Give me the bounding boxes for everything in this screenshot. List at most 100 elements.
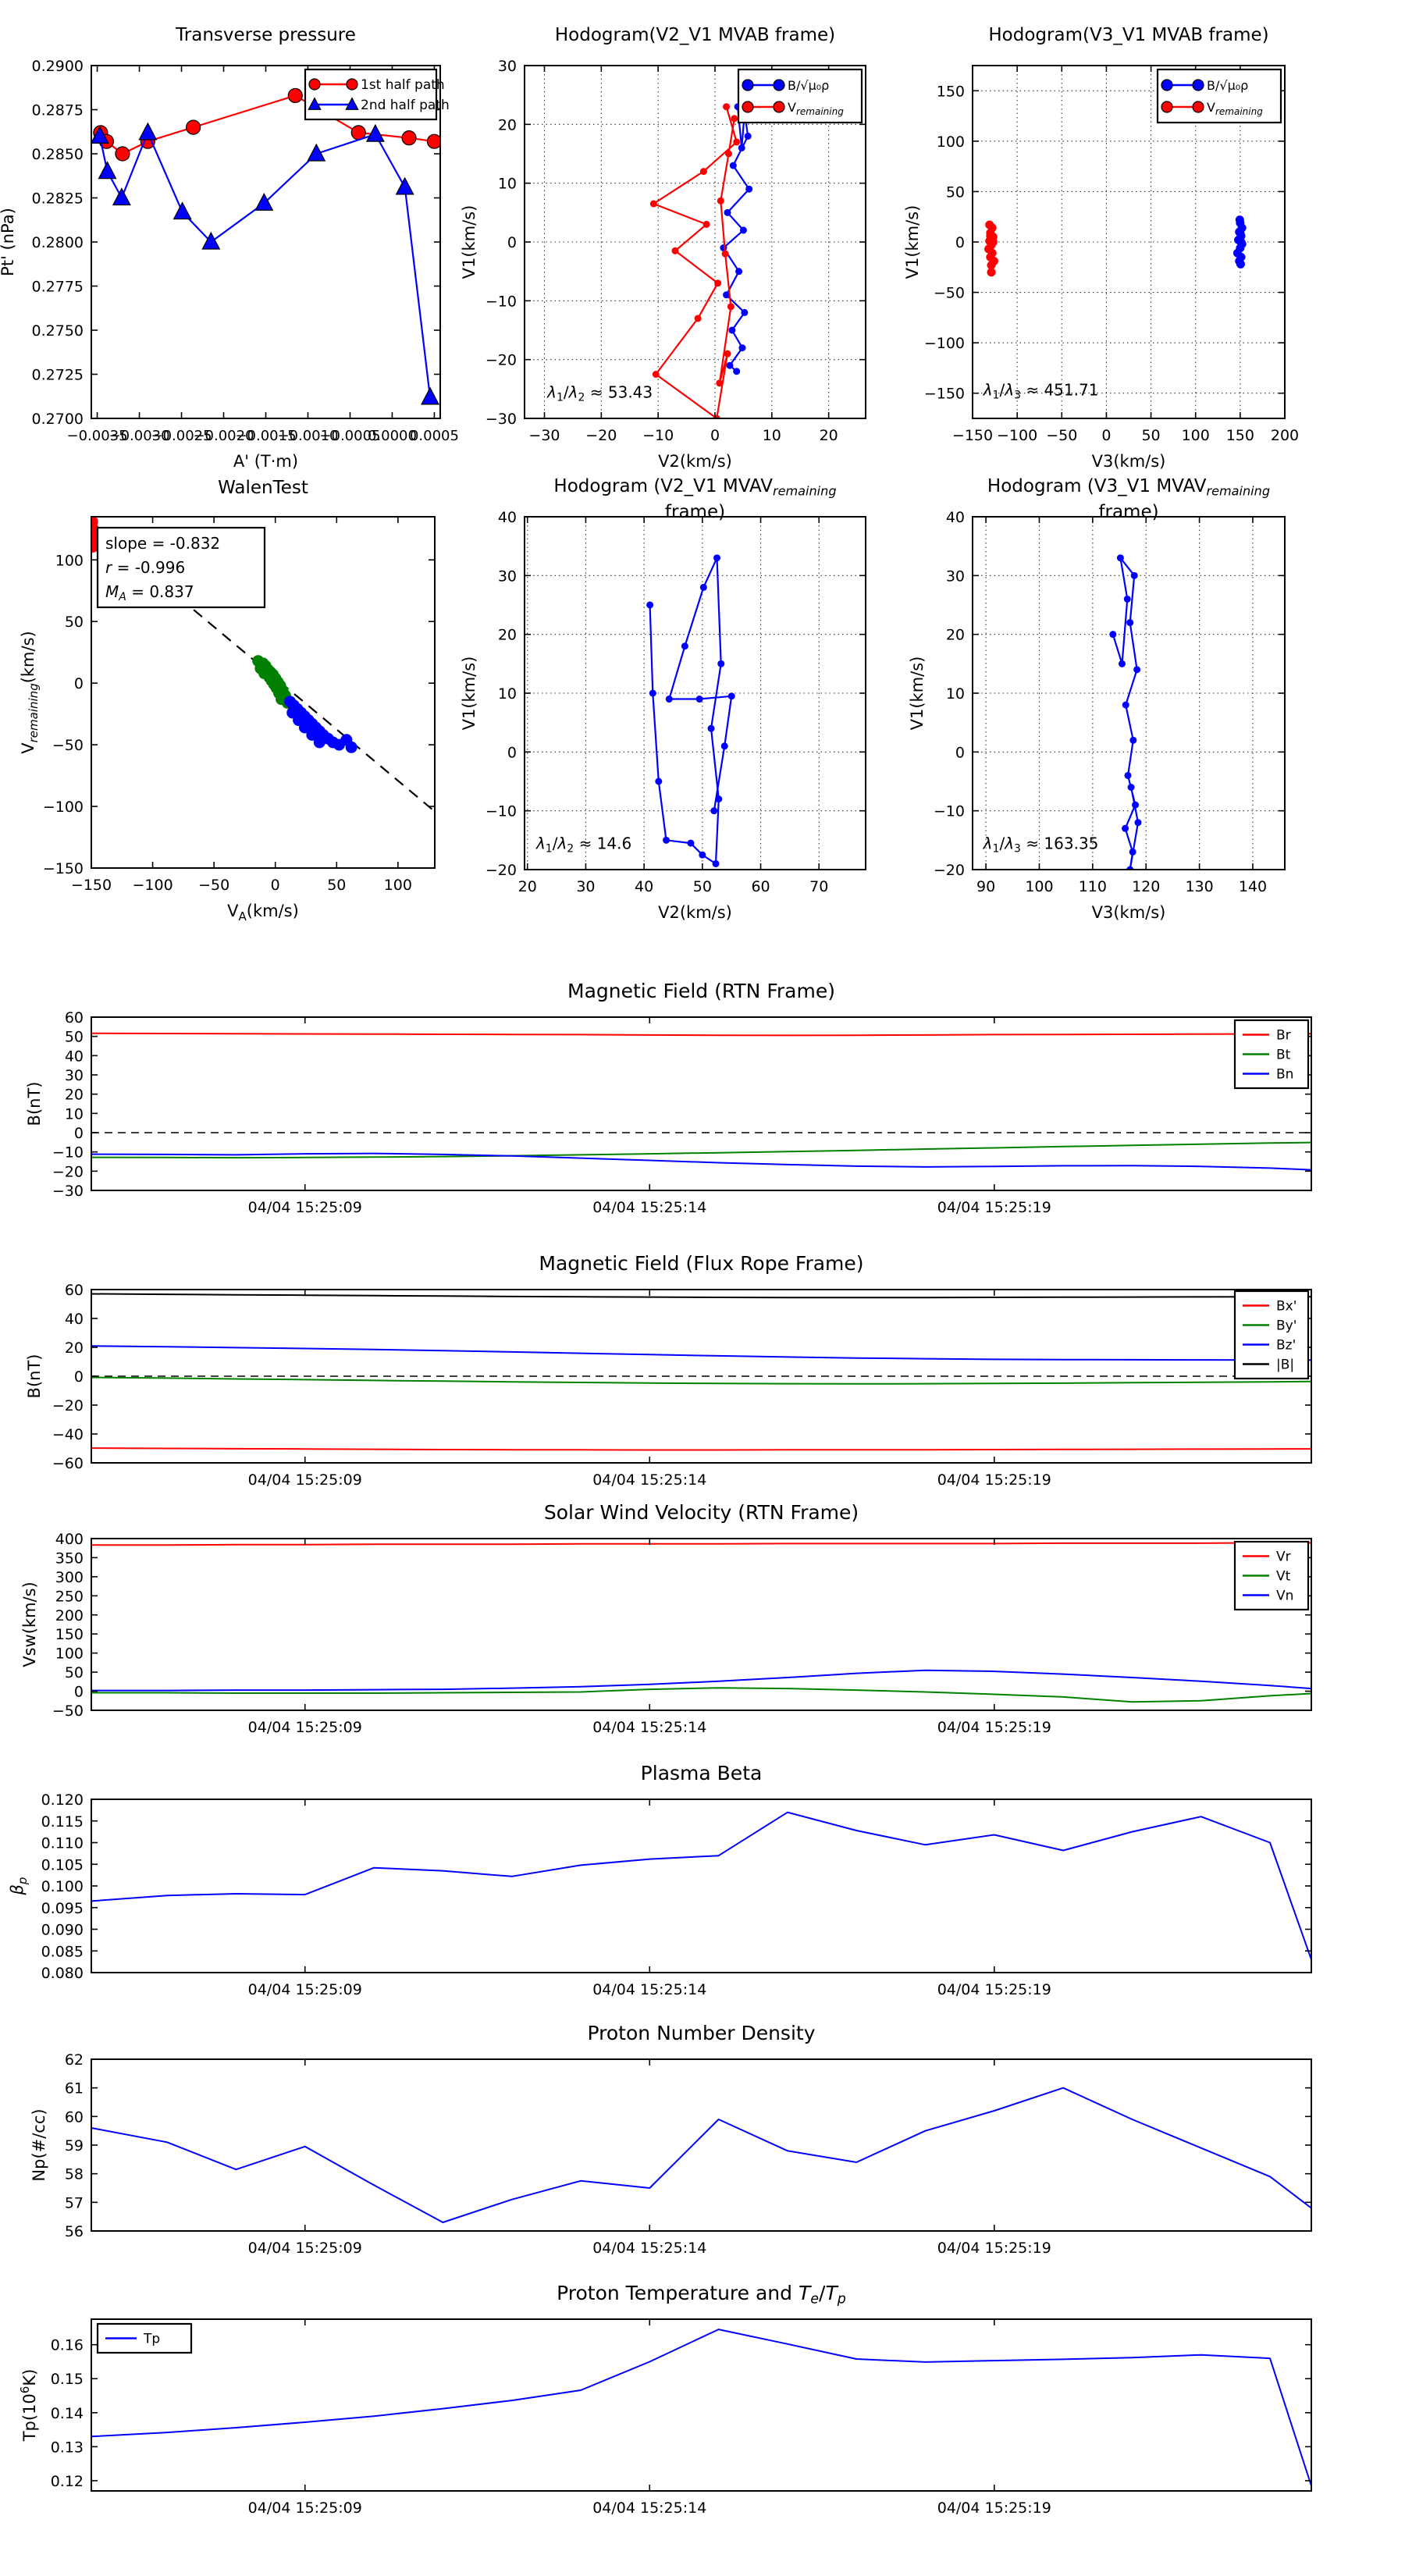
svg-text:B/√μ₀ρ: B/√μ₀ρ [788, 78, 829, 93]
svg-text:30: 30 [498, 568, 517, 585]
svg-text:−100: −100 [924, 335, 965, 352]
svg-text:B(nT): B(nT) [25, 1354, 44, 1399]
svg-text:0.2800: 0.2800 [32, 234, 84, 251]
series-vt [91, 1687, 1312, 1703]
svg-text:04/04 15:25:14: 04/04 15:25:14 [592, 1719, 706, 1736]
svg-text:Vr: Vr [1276, 1550, 1291, 1565]
svg-text:V3(km/s): V3(km/s) [1092, 452, 1166, 471]
chart-title-solar-wind-velocity: Solar Wind Velocity (RTN Frame) [543, 1501, 859, 1524]
svg-text:50: 50 [327, 877, 346, 894]
series-walen-points-late [284, 696, 357, 753]
svg-text:Vsw(km/s): Vsw(km/s) [20, 1582, 39, 1667]
ticks [91, 2058, 1311, 2232]
svg-text:0: 0 [74, 1684, 84, 1701]
svg-text:Bt: Bt [1276, 1048, 1291, 1063]
svg-text:−20: −20 [52, 1163, 84, 1180]
svg-text:30: 30 [576, 878, 595, 895]
svg-text:Bz': Bz' [1276, 1338, 1296, 1354]
chart-proton-number-density: 04/04 15:25:09 04/04 15:25:14 04/04 15:25:… [30, 2051, 1312, 2257]
svg-text:20: 20 [65, 1087, 84, 1104]
tick-labels: 04/04 15:25:09 04/04 15:25:14 04/04 15:25:… [52, 1009, 1051, 1216]
series-np [91, 2087, 1312, 2223]
ticks [525, 516, 866, 870]
svg-text:Vn: Vn [1276, 1589, 1293, 1604]
svg-text:59: 59 [65, 2137, 84, 2154]
tick-labels: −0.0035−0.0030−0.0025−0.0020−0.0015−0.00… [32, 58, 459, 444]
svg-text:0.115: 0.115 [41, 1813, 84, 1831]
svg-text:10: 10 [498, 685, 517, 703]
svg-text:30: 30 [498, 58, 517, 75]
svg-text:Tp(106K): Tp(106K) [18, 2369, 39, 2443]
svg-text:−10: −10 [934, 803, 965, 820]
svg-text:50: 50 [1141, 427, 1160, 444]
svg-text:−30: −30 [52, 1183, 84, 1200]
series-bn [91, 1152, 1312, 1171]
tick-labels: 90 100 110 120 130 140 −20 −10 0 10 20 30 40 [934, 509, 1267, 895]
axes-frame [91, 2318, 1312, 2492]
svg-text:−0.0025: −0.0025 [151, 428, 212, 444]
svg-text:A' (T·m): A' (T·m) [233, 452, 298, 471]
ticks [91, 2319, 1311, 2491]
axes-frame [91, 516, 436, 869]
grid [525, 516, 866, 870]
svg-text:140: 140 [1239, 878, 1267, 895]
chart-title-hodogram-v2v1-mvab: Hodogram(V2_V1 MVAB frame) [554, 25, 836, 45]
chart-hodogram-v3v1-mvav: 90 100 110 120 130 140 −20 −10 0 10 20 30 40 V3(km/s)… [908, 509, 1286, 922]
svg-text:0.090: 0.090 [41, 1922, 84, 1939]
svg-text:0.0000: 0.0000 [368, 428, 417, 444]
svg-text:Vremaining: Vremaining [788, 100, 844, 117]
svg-text:04/04 15:25:19: 04/04 15:25:19 [937, 1199, 1051, 1216]
legend: Br Bt Bn [1233, 1019, 1310, 1090]
svg-text:0.15: 0.15 [51, 2371, 84, 2388]
series-br [91, 1032, 1312, 1037]
svg-text:0: 0 [955, 744, 965, 761]
svg-text:100: 100 [1025, 878, 1053, 895]
svg-text:Pt' (nPa): Pt' (nPa) [0, 208, 17, 276]
svg-text:0.105: 0.105 [41, 1856, 84, 1873]
svg-text:0.2750: 0.2750 [32, 322, 84, 340]
series-vn [91, 1669, 1312, 1692]
svg-text:40: 40 [946, 509, 965, 526]
chart-solar-wind-velocity-rtn: 04/04 15:25:09 04/04 15:25:14 04/04 15:25:… [20, 1531, 1312, 1736]
legend: B/√μ₀ρ Vremaining [1156, 68, 1282, 124]
chart-title-magnetic-field-rtn: Magnetic Field (RTN Frame) [567, 980, 835, 1002]
svg-text:|B|: |B| [1276, 1357, 1294, 1373]
svg-text:0.16: 0.16 [51, 2337, 84, 2354]
svg-text:0.2775: 0.2775 [32, 279, 84, 296]
series-b-magnitude [91, 1293, 1311, 1299]
svg-text:250: 250 [55, 1588, 84, 1605]
svg-text:200: 200 [55, 1607, 84, 1624]
svg-text:0.2725: 0.2725 [32, 367, 84, 384]
svg-text:04/04 15:25:19: 04/04 15:25:19 [937, 1981, 1051, 1998]
svg-text:04/04 15:25:09: 04/04 15:25:09 [248, 2500, 362, 2517]
svg-text:04/04 15:25:19: 04/04 15:25:19 [937, 1471, 1051, 1489]
svg-text:0: 0 [271, 877, 280, 894]
svg-text:04/04 15:25:09: 04/04 15:25:09 [248, 2240, 362, 2257]
svg-text:120: 120 [1132, 878, 1160, 895]
series-b-over-sqrt-mu0rho [1232, 215, 1247, 269]
tick-labels: −30 −20 −10 0 10 20 −30 −20 −10 0 10 20 30 [486, 58, 838, 444]
svg-text:04/04 15:25:19: 04/04 15:25:19 [937, 1719, 1051, 1736]
svg-text:0.13: 0.13 [51, 2439, 84, 2456]
svg-text:0: 0 [507, 744, 517, 761]
svg-text:0.2850: 0.2850 [32, 146, 84, 163]
svg-text:V2(km/s): V2(km/s) [658, 903, 732, 922]
svg-text:100: 100 [55, 1646, 84, 1663]
svg-text:Br: Br [1276, 1028, 1291, 1044]
svg-text:−50: −50 [52, 1703, 84, 1720]
svg-text:Tp: Tp [143, 2332, 160, 2347]
ticks [973, 516, 1285, 870]
series-vr [91, 1542, 1311, 1546]
axes-frame [91, 1538, 1312, 1711]
svg-text:B(nT): B(nT) [25, 1082, 44, 1126]
axes-frame [524, 516, 866, 870]
svg-text:70: 70 [809, 878, 828, 895]
svg-text:−20: −20 [585, 427, 617, 444]
svg-text:0.12: 0.12 [51, 2473, 84, 2490]
svg-text:110: 110 [1079, 878, 1107, 895]
svg-text:20: 20 [820, 427, 838, 444]
svg-text:−60: −60 [52, 1455, 84, 1472]
svg-text:−100: −100 [997, 427, 1037, 444]
svg-text:λ1/λ3 ≈ 451.71: λ1/λ3 ≈ 451.71 [983, 380, 1099, 401]
svg-text:04/04 15:25:19: 04/04 15:25:19 [937, 2240, 1051, 2257]
